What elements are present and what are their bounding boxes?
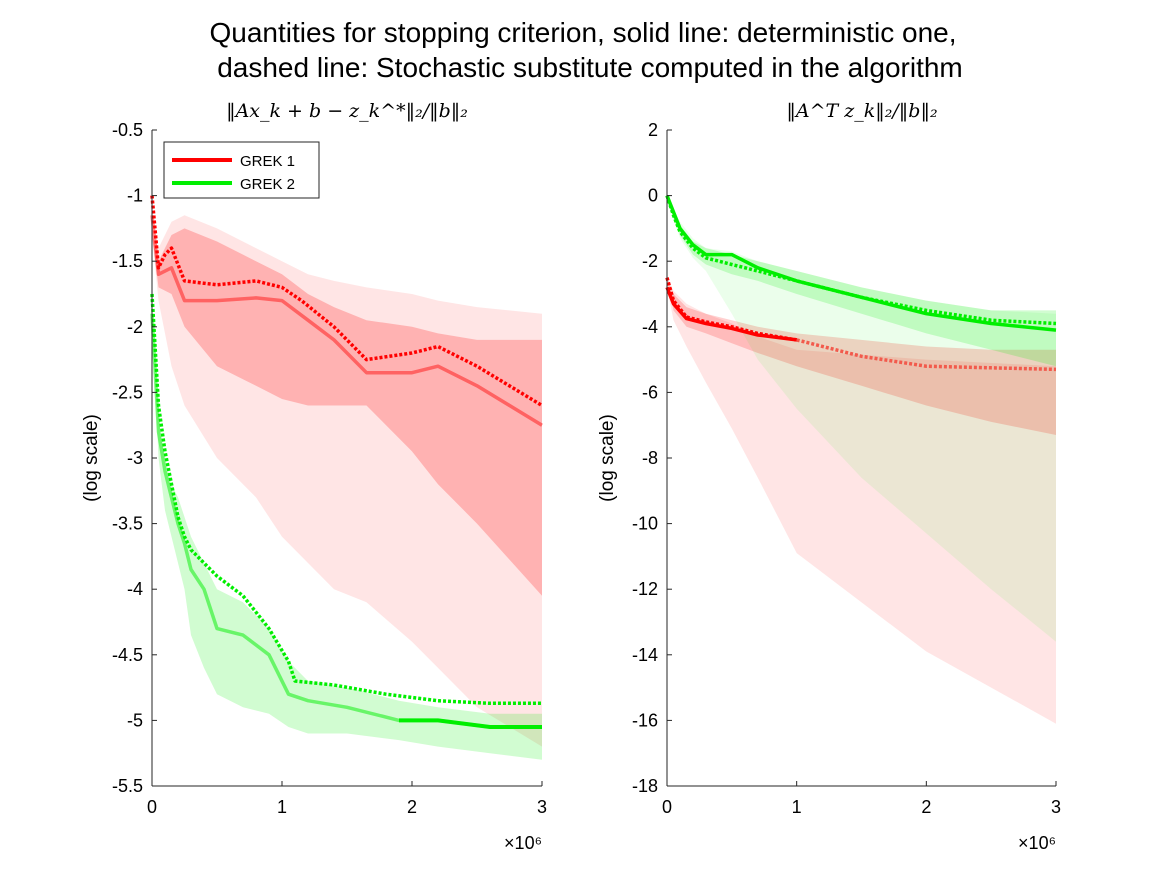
y-tick-label: -12: [632, 579, 658, 599]
series-line-1-b: [796, 338, 1057, 372]
band-outer-series-0: [667, 277, 1056, 724]
y-tick-label: -3: [127, 448, 143, 468]
left-plot-panel: ‖Ax_k + b − z_k^*‖₂/‖b‖₂ (log scale) -0.…: [81, 100, 547, 853]
y-tick-label: -1: [127, 186, 143, 206]
figure-title-line-1: Quantities for stopping criterion, solid…: [209, 17, 956, 48]
y-tick-label: -16: [632, 710, 658, 730]
right-plot-panel: ‖A^T z_k‖₂/‖b‖₂ (log scale) 2 0 -2 -4 -6 -8 -1…: [597, 100, 1061, 853]
x-exponent-label: ×10⁶: [504, 833, 542, 853]
y-tick-label: -14: [632, 645, 658, 665]
right-y-axis-label: (log scale): [597, 414, 618, 502]
right-plot-subtitle: ‖A^T z_k‖₂/‖b‖₂: [786, 100, 937, 122]
series-line-3: [150, 293, 542, 706]
x-exponent-label: ×10⁶: [1018, 833, 1056, 853]
series-line-3: [665, 195, 1057, 326]
x-tick-label: 3: [537, 797, 547, 817]
y-tick-label: -2.5: [112, 382, 143, 402]
x-tick-label: 0: [662, 797, 672, 817]
right-axes: 20-2-4-6-8-10-12-14-16-180 1 2 3×10⁶: [632, 120, 1061, 853]
band-inner-series-0: [152, 228, 542, 596]
y-tick-label: -4.5: [112, 645, 143, 665]
x-tick-label: 3: [1051, 797, 1061, 817]
left-series-lines: [150, 195, 543, 729]
x-tick-label: 2: [921, 797, 931, 817]
y-tick-label: -2: [642, 251, 658, 271]
band-series-2: [152, 313, 542, 760]
y-tick-label: -3.5: [112, 514, 143, 534]
band-series-3: [667, 195, 1056, 367]
series-line-0: [150, 215, 543, 427]
y-tick-label: 2: [648, 120, 658, 140]
y-tick-label: -4: [127, 579, 143, 599]
y-tick-label: -18: [632, 776, 658, 796]
right-series-lines: [665, 194, 1057, 372]
x-tick-label: 0: [147, 797, 157, 817]
y-tick-label: -4: [642, 317, 658, 337]
y-tick-label: -8: [642, 448, 658, 468]
right-confidence-bands: [667, 195, 1056, 724]
y-tick-label: -1.5: [112, 251, 143, 271]
y-tick-label: -10: [632, 514, 658, 534]
legend-box: [163, 141, 320, 199]
left-confidence-bands: [152, 215, 542, 760]
y-tick-label: -6: [642, 382, 658, 402]
left-y-axis-label: (log scale): [81, 414, 102, 502]
y-tick-label: -0.5: [112, 120, 143, 140]
x-tick-label: 2: [407, 797, 417, 817]
y-tick-label: -5: [127, 710, 143, 730]
figure-title-line-2: dashed line: Stochastic substitute compu…: [217, 52, 963, 83]
y-tick-label: 0: [648, 186, 658, 206]
y-tick-label: -5.5: [112, 776, 143, 796]
series-line-1: [150, 195, 543, 407]
series-line-2-tail: [399, 718, 542, 729]
x-tick-label: 1: [792, 797, 802, 817]
x-tick-label: 1: [277, 797, 287, 817]
legend: GREK 1 GREK 2: [163, 141, 320, 199]
left-axes: -0.5 -1 -1.5 -2 -2.5 -3 -3.5 -4 -4.5 -5 -5.50 1 2 3 ×1…: [112, 120, 547, 853]
legend-label-grek1: GREK 1: [240, 153, 295, 170]
y-tick-label: -2: [127, 317, 143, 337]
band-outer-series-2: [667, 195, 1056, 642]
left-plot-subtitle: ‖Ax_k + b − z_k^*‖₂/‖b‖₂: [226, 100, 468, 122]
legend-label-grek2: GREK 2: [240, 176, 295, 193]
